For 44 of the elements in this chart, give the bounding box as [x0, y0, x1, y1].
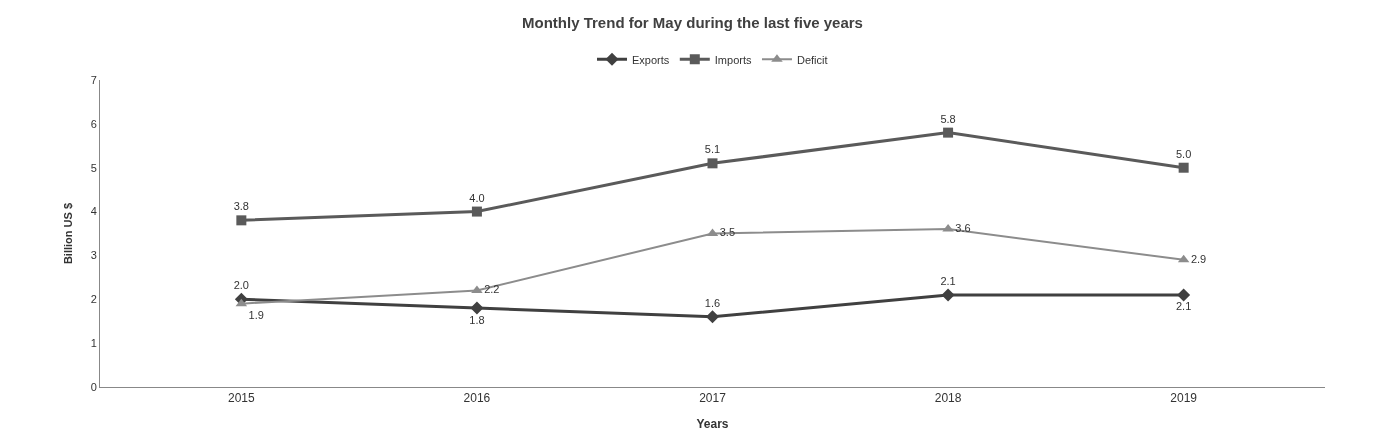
legend-label: Imports — [714, 53, 752, 66]
y-tick-label: 6 — [90, 117, 97, 130]
data-label: 4.0 — [469, 191, 485, 204]
y-tick-label: 7 — [90, 73, 97, 86]
y-tick-label: 0 — [90, 380, 97, 393]
point — [1177, 288, 1191, 302]
point — [471, 206, 482, 217]
y-tick-label: 1 — [90, 336, 97, 349]
point — [943, 127, 954, 138]
x-tick-label: 2015 — [228, 391, 256, 406]
data-label: 3.5 — [719, 226, 736, 239]
data-label: 1.6 — [704, 296, 721, 309]
legend-label: Deficit — [796, 53, 828, 66]
data-label: 1.8 — [469, 313, 485, 326]
x-axis-title: Years — [696, 417, 729, 432]
data-label: 2.1 — [1176, 300, 1192, 313]
data-label: 1.9 — [248, 309, 264, 322]
data-label: 2.2 — [484, 283, 500, 296]
y-axis-title: Billion US $ — [62, 202, 75, 265]
point — [1178, 162, 1189, 173]
point — [941, 288, 955, 302]
point — [236, 215, 247, 226]
data-label: 2.1 — [940, 274, 956, 287]
data-label: 3.8 — [233, 200, 249, 213]
legend-label: Exports — [632, 53, 670, 66]
data-label: 3.6 — [955, 221, 971, 234]
y-tick-label: 4 — [90, 205, 97, 218]
y-tick-label: 2 — [90, 293, 97, 306]
point — [470, 301, 484, 315]
point — [706, 310, 719, 324]
x-tick-label: 2017 — [699, 391, 727, 406]
x-tick-label: 2016 — [463, 391, 491, 406]
chart-title: Monthly Trend for May during the last five years — [522, 14, 863, 32]
point — [471, 285, 483, 294]
x-tick-label: 2019 — [1170, 391, 1198, 406]
y-tick-label: 5 — [90, 161, 97, 174]
point — [707, 158, 718, 169]
data-label: 2.0 — [233, 279, 249, 292]
x-tick-label: 2018 — [934, 391, 962, 406]
data-label: 5.1 — [704, 143, 721, 156]
data-label: 2.9 — [1190, 252, 1207, 265]
data-label: 5.8 — [940, 112, 956, 125]
y-tick-label: 3 — [90, 249, 97, 262]
data-label: 5.0 — [1176, 147, 1192, 160]
